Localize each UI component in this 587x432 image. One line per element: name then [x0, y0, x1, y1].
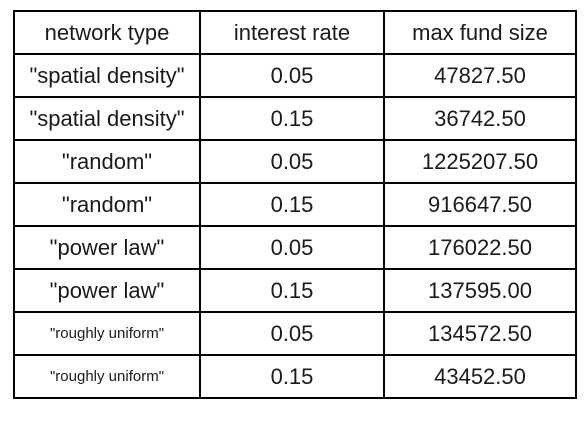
- cell-max-fund-size: 43452.50: [383, 354, 577, 399]
- cell-network-type: "random": [13, 139, 201, 184]
- cell-network-type: "power law": [13, 268, 201, 313]
- table-body: "spatial density" 0.05 47827.50 "spatial de…: [13, 53, 577, 399]
- cell-max-fund-size: 1225207.50: [383, 139, 577, 184]
- cell-max-fund-size: 916647.50: [383, 182, 577, 227]
- cell-interest-rate: 0.05: [199, 53, 385, 98]
- table-row: "power law" 0.15 137595.00: [13, 268, 577, 313]
- cell-max-fund-size: 36742.50: [383, 96, 577, 141]
- cell-interest-rate: 0.15: [199, 96, 385, 141]
- cell-interest-rate: 0.15: [199, 354, 385, 399]
- cell-network-type: "spatial density": [13, 96, 201, 141]
- cell-network-type: "spatial density": [13, 53, 201, 98]
- cell-interest-rate: 0.05: [199, 139, 385, 184]
- header-interest-rate: interest rate: [199, 10, 385, 55]
- cell-max-fund-size: 134572.50: [383, 311, 577, 356]
- cell-max-fund-size: 47827.50: [383, 53, 577, 98]
- table-row: "power law" 0.05 176022.50: [13, 225, 577, 270]
- table-row: "spatial density" 0.05 47827.50: [13, 53, 577, 98]
- table-row: "random" 0.05 1225207.50: [13, 139, 577, 184]
- cell-interest-rate: 0.05: [199, 311, 385, 356]
- cell-interest-rate: 0.15: [199, 268, 385, 313]
- header-max-fund-size: max fund size: [383, 10, 577, 55]
- cell-network-type: "roughly uniform": [13, 354, 201, 399]
- table-row: "random" 0.15 916647.50: [13, 182, 577, 227]
- cell-max-fund-size: 137595.00: [383, 268, 577, 313]
- header-network-type: network type: [13, 10, 201, 55]
- cell-interest-rate: 0.15: [199, 182, 385, 227]
- cell-network-type: "power law": [13, 225, 201, 270]
- table-row: "roughly uniform" 0.15 43452.50: [13, 354, 577, 399]
- cell-interest-rate: 0.05: [199, 225, 385, 270]
- table-row: "spatial density" 0.15 36742.50: [13, 96, 577, 141]
- table-row: "roughly uniform" 0.05 134572.50: [13, 311, 577, 356]
- cell-network-type: "random": [13, 182, 201, 227]
- results-table: network type interest rate max fund size…: [13, 10, 577, 399]
- table-header-row: network type interest rate max fund size: [13, 10, 577, 55]
- cell-max-fund-size: 176022.50: [383, 225, 577, 270]
- cell-network-type: "roughly uniform": [13, 311, 201, 356]
